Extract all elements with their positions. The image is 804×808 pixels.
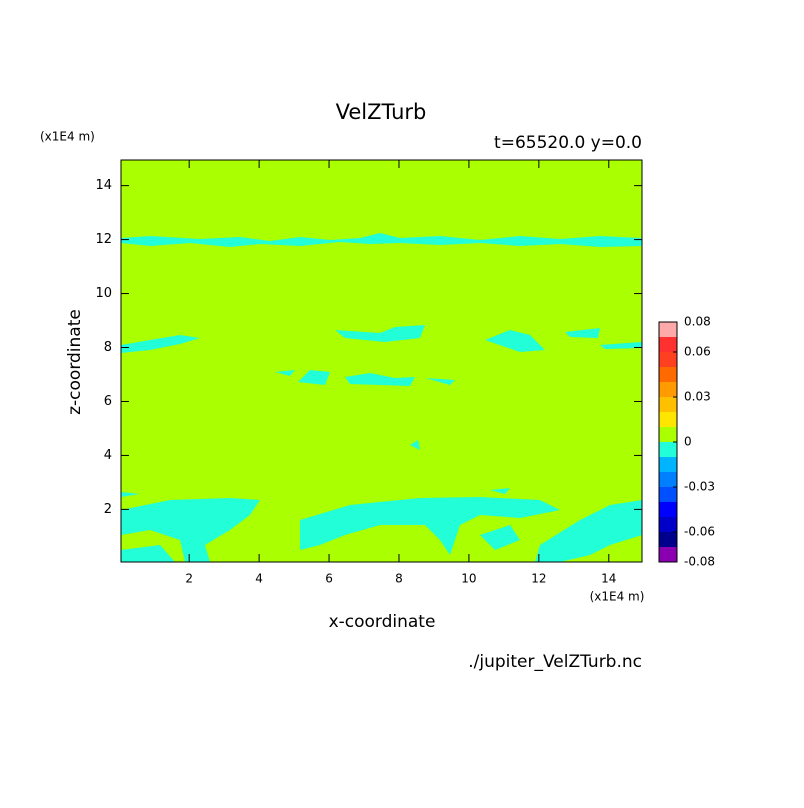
x-tick-label: 4 bbox=[255, 572, 263, 586]
colorbar-tick-label: 0.08 bbox=[684, 315, 711, 329]
x-tick-label: 8 bbox=[395, 572, 403, 586]
colorbar-tick-label: -0.03 bbox=[684, 480, 715, 494]
colorbar-band bbox=[659, 487, 677, 502]
contour-region bbox=[410, 440, 420, 450]
contour-region bbox=[335, 325, 425, 342]
subtitle: t=65520.0 y=0.0 bbox=[494, 133, 642, 153]
x-unit: (x1E4 m) bbox=[590, 590, 645, 604]
y-tick-label: 10 bbox=[95, 286, 112, 301]
contour-region bbox=[275, 370, 295, 376]
contour-region bbox=[425, 378, 455, 385]
y-unit: (x1E4 m) bbox=[40, 130, 95, 144]
contour-region bbox=[600, 342, 642, 349]
plot-area bbox=[121, 160, 642, 562]
colorbar-band bbox=[659, 412, 677, 427]
y-tick-label: 4 bbox=[104, 448, 112, 463]
y-tick-label: 2 bbox=[104, 502, 112, 517]
contour-region bbox=[565, 328, 600, 338]
x-tick-label: 12 bbox=[531, 572, 546, 586]
x-tick-label: 2 bbox=[185, 572, 193, 586]
x-axis-label: x-coordinate bbox=[329, 612, 436, 632]
contour-region bbox=[121, 492, 140, 497]
contour-region bbox=[485, 330, 545, 352]
colorbar-band bbox=[659, 322, 677, 337]
colorbar-band bbox=[659, 532, 677, 547]
colorbar-tick-label: 0 bbox=[684, 435, 692, 449]
colorbar-band bbox=[659, 352, 677, 367]
colorbar-band bbox=[659, 472, 677, 487]
contour-region bbox=[480, 525, 520, 550]
contour-region bbox=[121, 545, 175, 562]
chart-title: VelZTurb bbox=[336, 100, 427, 124]
colorbar-tick-label: 0.06 bbox=[684, 345, 711, 359]
colorbar-band bbox=[659, 427, 677, 442]
y-tick-label: 12 bbox=[95, 232, 112, 247]
y-tick-label: 8 bbox=[104, 340, 112, 355]
colorbar-band bbox=[659, 457, 677, 472]
y-axis-label: z-coordinate bbox=[65, 309, 85, 415]
y-tick-label: 6 bbox=[104, 394, 112, 409]
colorbar-tick-label: -0.06 bbox=[684, 525, 715, 539]
source-file: ./jupiter_VelZTurb.nc bbox=[468, 652, 642, 672]
contour-region bbox=[535, 500, 642, 562]
contour-region bbox=[298, 370, 330, 385]
x-tick-label: 10 bbox=[461, 572, 476, 586]
contour-region bbox=[121, 335, 200, 353]
x-tick-label: 14 bbox=[601, 572, 616, 586]
colorbar-tick-label: -0.08 bbox=[684, 555, 715, 569]
x-tick-label: 6 bbox=[325, 572, 333, 586]
plot-frame bbox=[120, 159, 643, 563]
colorbar-band bbox=[659, 382, 677, 397]
contour-region bbox=[345, 373, 415, 386]
colorbar-band bbox=[659, 337, 677, 352]
colorbar-tick-label: 0.03 bbox=[684, 390, 711, 404]
contour-regions bbox=[121, 233, 642, 562]
contour-region bbox=[300, 497, 560, 555]
colorbar-band bbox=[659, 367, 677, 382]
contour-region bbox=[121, 498, 260, 562]
colorbar-band bbox=[659, 547, 677, 562]
colorbar-band bbox=[659, 517, 677, 532]
colorbar-band bbox=[659, 502, 677, 517]
colorbar-band bbox=[659, 442, 677, 457]
contour-region bbox=[121, 233, 642, 247]
y-tick-label: 14 bbox=[95, 178, 112, 193]
colorbar-band bbox=[659, 397, 677, 412]
contour-region bbox=[490, 488, 510, 494]
